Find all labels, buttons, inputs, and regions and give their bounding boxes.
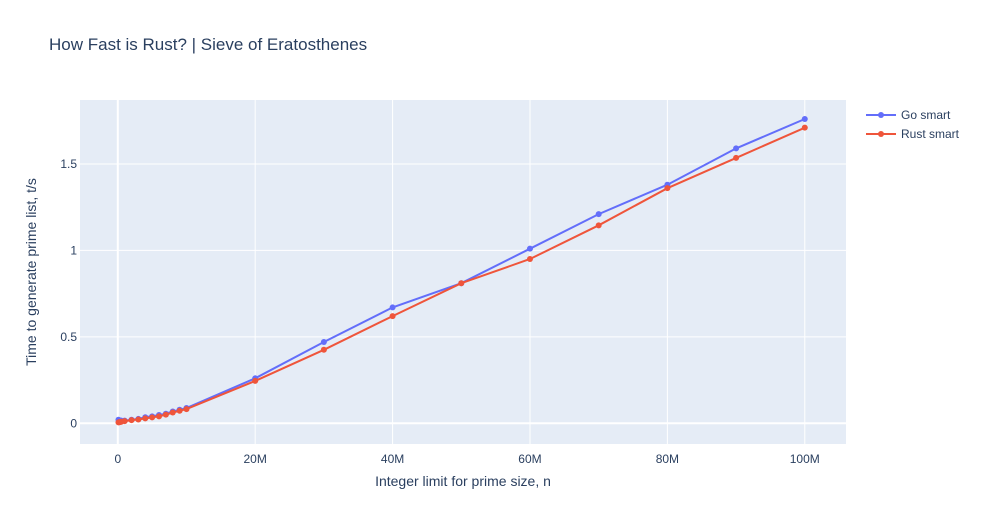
legend-marker: [878, 112, 884, 118]
x-axis-title: Integer limit for prime size, n: [375, 473, 551, 489]
data-point-go-smart[interactable]: [595, 211, 602, 218]
series-layer: [115, 116, 808, 426]
x-tick-label: 20M: [244, 452, 267, 466]
data-point-rust-smart[interactable]: [142, 415, 149, 422]
y-tick-label: 1: [70, 243, 77, 257]
y-tick-label: 0: [70, 416, 77, 430]
data-point-rust-smart[interactable]: [183, 406, 190, 413]
legend-item-go-smart[interactable]: Go smart: [866, 108, 951, 122]
data-point-rust-smart[interactable]: [135, 416, 142, 423]
data-point-rust-smart[interactable]: [169, 409, 176, 416]
legend-label: Rust smart: [901, 127, 960, 141]
x-tick-label: 40M: [381, 452, 404, 466]
data-point-rust-smart[interactable]: [128, 417, 135, 424]
data-point-go-smart[interactable]: [389, 304, 396, 311]
data-point-rust-smart[interactable]: [801, 124, 808, 131]
data-point-rust-smart[interactable]: [595, 222, 602, 229]
tick-labels: 0 20M 40M 60M 80M 100M 0 0.5 1 1.5: [60, 157, 819, 466]
legend-marker: [878, 131, 884, 137]
data-point-rust-smart[interactable]: [526, 256, 533, 263]
series-rust-smart[interactable]: [115, 124, 808, 426]
data-point-rust-smart[interactable]: [664, 185, 671, 192]
data-point-go-smart[interactable]: [733, 145, 740, 152]
legend-label: Go smart: [901, 108, 951, 122]
data-point-rust-smart[interactable]: [121, 418, 128, 425]
data-point-rust-smart[interactable]: [162, 411, 169, 418]
chart-title: How Fast is Rust? | Sieve of Eratosthene…: [49, 35, 367, 54]
data-point-rust-smart[interactable]: [156, 413, 163, 420]
legend[interactable]: Go smart Rust smart: [866, 108, 960, 141]
x-tick-label: 80M: [656, 452, 679, 466]
x-tick-label: 60M: [518, 452, 541, 466]
x-tick-label: 100M: [790, 452, 820, 466]
data-point-rust-smart[interactable]: [252, 377, 259, 384]
data-point-rust-smart[interactable]: [389, 313, 396, 320]
data-point-rust-smart[interactable]: [176, 407, 183, 414]
data-point-go-smart[interactable]: [801, 116, 808, 123]
data-point-rust-smart[interactable]: [320, 346, 327, 353]
data-point-rust-smart[interactable]: [458, 280, 465, 287]
x-tick-label: 0: [114, 452, 121, 466]
y-tick-label: 1.5: [60, 157, 77, 171]
data-point-rust-smart[interactable]: [733, 154, 740, 161]
gridlines: [80, 100, 846, 444]
legend-item-rust-smart[interactable]: Rust smart: [866, 127, 960, 141]
data-point-go-smart[interactable]: [526, 245, 533, 252]
y-tick-label: 0.5: [60, 330, 77, 344]
y-axis-title: Time to generate prime list, t/s: [23, 178, 39, 366]
data-point-rust-smart[interactable]: [149, 414, 156, 421]
data-point-go-smart[interactable]: [320, 339, 327, 346]
